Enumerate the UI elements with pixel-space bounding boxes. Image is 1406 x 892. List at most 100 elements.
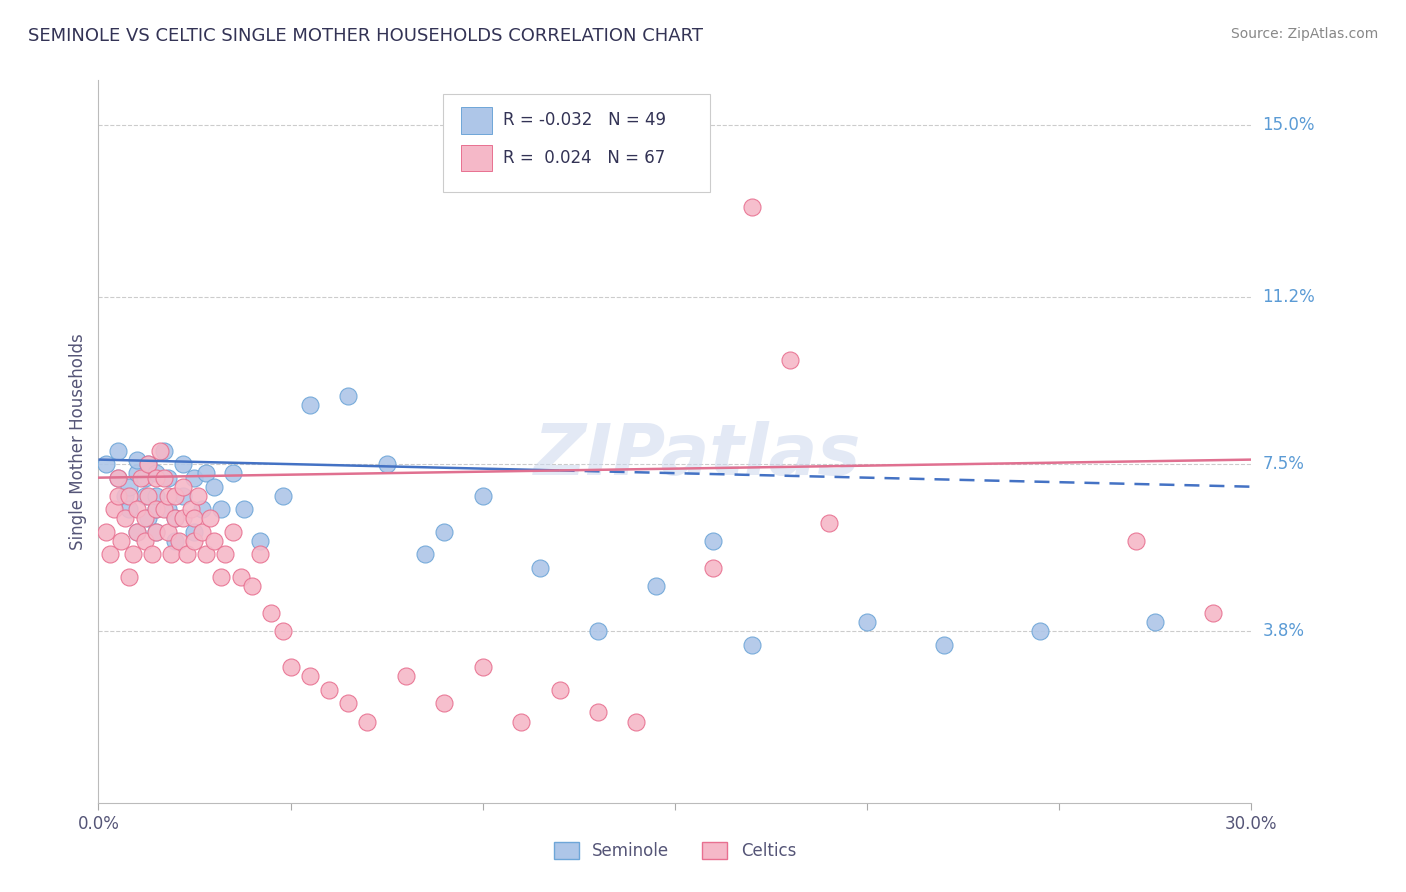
Point xyxy=(209,570,232,584)
Point xyxy=(160,548,183,562)
Point xyxy=(110,533,132,548)
Point xyxy=(337,697,360,711)
Point xyxy=(471,660,494,674)
Point xyxy=(134,471,156,485)
Point xyxy=(856,615,879,630)
Point xyxy=(214,548,236,562)
Text: SEMINOLE VS CELTIC SINGLE MOTHER HOUSEHOLDS CORRELATION CHART: SEMINOLE VS CELTIC SINGLE MOTHER HOUSEHO… xyxy=(28,27,703,45)
Point xyxy=(702,533,724,548)
Point xyxy=(222,466,245,480)
Point xyxy=(134,511,156,525)
Point xyxy=(375,457,398,471)
Point xyxy=(103,502,125,516)
Point xyxy=(229,570,252,584)
Point xyxy=(702,561,724,575)
Point xyxy=(176,548,198,562)
Point xyxy=(222,524,245,539)
Point xyxy=(586,624,609,639)
Point xyxy=(198,511,221,525)
Text: 11.2%: 11.2% xyxy=(1263,288,1315,306)
Point xyxy=(172,480,194,494)
Point xyxy=(118,480,141,494)
Point xyxy=(271,624,294,639)
Point xyxy=(337,389,360,403)
Point xyxy=(138,457,160,471)
Text: 3.8%: 3.8% xyxy=(1263,623,1305,640)
Point xyxy=(138,511,160,525)
Text: Source: ZipAtlas.com: Source: ZipAtlas.com xyxy=(1230,27,1378,41)
Text: R = -0.032   N = 49: R = -0.032 N = 49 xyxy=(503,112,666,129)
Point xyxy=(122,548,145,562)
Point xyxy=(172,511,194,525)
Y-axis label: Single Mother Households: Single Mother Households xyxy=(69,334,87,549)
Point xyxy=(195,466,218,480)
Point xyxy=(156,471,179,485)
Point xyxy=(149,443,172,458)
Point xyxy=(156,524,179,539)
Point xyxy=(932,638,955,652)
Point xyxy=(118,570,141,584)
Point xyxy=(156,489,179,503)
Point xyxy=(138,489,160,503)
Point xyxy=(145,524,167,539)
Point xyxy=(145,489,167,503)
Text: R =  0.024   N = 67: R = 0.024 N = 67 xyxy=(503,149,665,167)
Point xyxy=(644,579,666,593)
Point xyxy=(510,714,533,729)
Point xyxy=(260,606,283,620)
Point xyxy=(249,548,271,562)
Point xyxy=(183,511,205,525)
Point xyxy=(94,524,117,539)
Point xyxy=(1029,624,1052,639)
Point xyxy=(741,200,763,214)
Point xyxy=(180,502,202,516)
Point xyxy=(125,524,148,539)
Point xyxy=(191,502,214,516)
Point xyxy=(395,669,418,683)
Point xyxy=(471,489,494,503)
Point xyxy=(1144,615,1167,630)
Point xyxy=(129,471,152,485)
Point xyxy=(356,714,378,729)
Point xyxy=(433,697,456,711)
Point xyxy=(298,669,321,683)
Point xyxy=(145,471,167,485)
Point xyxy=(167,533,190,548)
Point xyxy=(114,511,136,525)
Point xyxy=(172,489,194,503)
Point xyxy=(172,457,194,471)
Point xyxy=(1202,606,1225,620)
Point xyxy=(233,502,256,516)
Point xyxy=(98,548,121,562)
Point xyxy=(145,502,167,516)
Point xyxy=(134,533,156,548)
Point xyxy=(318,682,340,697)
Point xyxy=(413,548,436,562)
Point xyxy=(271,489,294,503)
Point xyxy=(138,457,160,471)
Point xyxy=(548,682,571,697)
Point xyxy=(165,489,187,503)
Point xyxy=(107,471,129,485)
Point xyxy=(94,457,117,471)
Point xyxy=(191,524,214,539)
Point xyxy=(152,502,174,516)
Point xyxy=(586,706,609,720)
Point xyxy=(433,524,456,539)
Legend: Seminole, Celtics: Seminole, Celtics xyxy=(547,835,803,867)
Point xyxy=(240,579,263,593)
Point xyxy=(165,533,187,548)
Point xyxy=(125,452,148,467)
Text: 15.0%: 15.0% xyxy=(1263,117,1315,135)
Point xyxy=(249,533,271,548)
Point xyxy=(118,489,141,503)
Point xyxy=(195,548,218,562)
Point xyxy=(165,511,187,525)
Point xyxy=(125,502,148,516)
Point xyxy=(125,466,148,480)
Point xyxy=(141,548,163,562)
Point xyxy=(529,561,551,575)
Point xyxy=(152,471,174,485)
Point xyxy=(187,489,209,503)
Point xyxy=(145,466,167,480)
